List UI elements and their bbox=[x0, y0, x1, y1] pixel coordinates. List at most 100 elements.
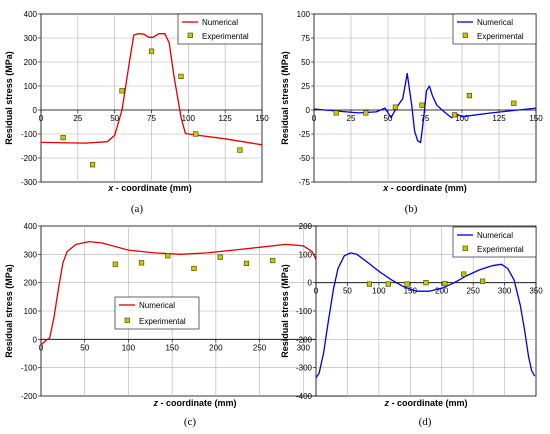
panel-c-experimental-point bbox=[217, 254, 223, 260]
panel-a-ytick-label: -200 bbox=[21, 154, 38, 163]
panel-d-experimental-point bbox=[479, 278, 486, 284]
panel-a-ytick-label: 0 bbox=[33, 106, 38, 115]
panel-d-ytick-label: 0 bbox=[308, 279, 313, 288]
panel-b-xtick-label: 50 bbox=[384, 114, 393, 123]
panel-d-ytick-label: -300 bbox=[296, 364, 313, 373]
panel-b-experimental-point bbox=[451, 112, 458, 118]
panel-b-x-axis-unit: - coordinate (mm) bbox=[388, 183, 467, 193]
panel-d-xtick-label: 0 bbox=[314, 287, 319, 296]
panel-c-experimental-point bbox=[191, 265, 197, 272]
panel-d-x-axis-var: z bbox=[383, 398, 389, 408]
panel-a-xtick-label: 50 bbox=[110, 114, 119, 123]
panel-c-ytick-label: 300 bbox=[24, 250, 38, 259]
panel-d-xtick-label: 150 bbox=[404, 287, 418, 296]
panel-a-x-axis-var: x bbox=[107, 183, 114, 193]
panel-c-ytick-label: -200 bbox=[21, 392, 38, 401]
panel-b-legend bbox=[452, 13, 537, 45]
panel-b-caption: (b) bbox=[405, 203, 418, 215]
panel-b-x-axis-title: x - coordinate (mm) bbox=[382, 183, 467, 193]
panel-a-y-axis-title: Residual stress (MPa) bbox=[4, 51, 14, 145]
panel-a-experimental-point bbox=[119, 88, 125, 94]
panel-b-y-axis-title: Residual stress (MPa) bbox=[280, 51, 290, 145]
panel-c-x-axis-var: z bbox=[152, 398, 158, 408]
panel-d-y-axis-title: Residual stress (MPa) bbox=[280, 264, 290, 358]
panel-b-ytick-label: 25 bbox=[301, 82, 310, 91]
panel-b-experimental-point bbox=[466, 93, 473, 99]
panel-a-xtick-label: 125 bbox=[218, 114, 232, 123]
panel-d-legend-marker-swatch bbox=[462, 245, 468, 251]
panel-a-ytick-label: -100 bbox=[21, 130, 38, 139]
panel-c: -200-10001002003004000501001502002503003… bbox=[4, 222, 354, 428]
panel-b-x-axis-var: x bbox=[382, 183, 389, 193]
panel-d-ytick-label: 100 bbox=[299, 250, 313, 259]
panel-d-experimental-point bbox=[404, 281, 410, 287]
panel-c-xtick-label: 300 bbox=[297, 343, 311, 352]
panel-c-y-axis-title: Residual stress (MPa) bbox=[4, 264, 14, 358]
panel-a-ytick-label: 100 bbox=[24, 82, 38, 91]
panel-b-ytick-label: -50 bbox=[298, 154, 310, 163]
panel-b-legend-numerical: Numerical bbox=[477, 18, 513, 27]
panel-a-experimental-point bbox=[178, 73, 184, 79]
panel-a-numerical-line bbox=[40, 33, 263, 146]
panel-c-experimental-point bbox=[243, 260, 250, 267]
panel-c-xtick-label: 250 bbox=[253, 343, 267, 352]
panel-c-legend-numerical: Numerical bbox=[139, 301, 175, 310]
panel-c-experimental-point bbox=[165, 253, 171, 259]
panel-d-legend-numerical: Numerical bbox=[477, 231, 513, 240]
panel-d-x-axis-unit: - coordinate (mm) bbox=[389, 398, 468, 408]
panel-b-experimental-point bbox=[511, 100, 517, 106]
panel-d-legend bbox=[452, 226, 537, 258]
panel-c-xtick-label: 0 bbox=[39, 343, 44, 352]
panel-a-xtick-label: 75 bbox=[147, 114, 156, 123]
panel-d-xtick-label: 200 bbox=[435, 287, 449, 296]
panel-a-experimental-point bbox=[89, 162, 96, 168]
panel-d: -400 -300 -200 -100 0 100 200 0 50 100 150 200 250 30… bbox=[280, 222, 543, 428]
panel-a-legend-numerical: Numerical bbox=[202, 18, 238, 27]
panel-c-ytick-label: 200 bbox=[24, 279, 38, 288]
panel-b-ytick-label: 75 bbox=[301, 34, 310, 43]
panel-b-xtick-label: 100 bbox=[455, 114, 469, 123]
panel-c-xtick-label: 150 bbox=[165, 343, 179, 352]
panel-a-experimental-point bbox=[193, 131, 199, 137]
panel-b-legend-experimental: Experimental bbox=[477, 32, 524, 41]
panel-a-xtick-label: 0 bbox=[39, 114, 44, 123]
panel-b-ytick-label: -75 bbox=[298, 178, 310, 187]
panel-c-ytick-label: 400 bbox=[24, 222, 38, 231]
panel-c-xtick-label: 50 bbox=[80, 343, 89, 352]
panel-c-experimental-point bbox=[138, 260, 145, 266]
panel-d-experimental-point bbox=[423, 280, 429, 286]
panel-a-legend-experimental: Experimental bbox=[202, 32, 249, 41]
panel-b-ytick-label: 50 bbox=[301, 58, 310, 67]
panel-c-x-axis-unit: - coordinate (mm) bbox=[158, 398, 237, 408]
panel-a-xtick-label: 100 bbox=[182, 114, 196, 123]
panel-a-caption: (a) bbox=[131, 203, 144, 215]
panel-a-experimental-point bbox=[237, 147, 243, 153]
panel-c-x-axis-title: z - coordinate (mm) bbox=[152, 398, 236, 408]
panel-d-ytick-label: -400 bbox=[296, 392, 313, 401]
panel-a-ytick-label: 400 bbox=[24, 10, 38, 19]
panel-a-x-axis-title: x - coordinate (mm) bbox=[107, 183, 192, 193]
panel-c-legend-experimental: Experimental bbox=[139, 317, 186, 326]
panel-a-ytick-label: 200 bbox=[24, 58, 38, 67]
panel-d-experimental-point bbox=[366, 281, 373, 287]
panel-a-xtick-label: 150 bbox=[255, 114, 269, 123]
panel-d-xtick-label: 50 bbox=[343, 287, 352, 296]
panel-b-xtick-label: 0 bbox=[312, 114, 317, 123]
panel-d-xtick-label: 300 bbox=[498, 287, 512, 296]
panel-a-x-axis-unit: - coordinate (mm) bbox=[113, 183, 192, 193]
panel-b-ytick-label: -25 bbox=[298, 130, 310, 139]
panel-a-experimental-point bbox=[148, 48, 155, 54]
panel-b-ytick-label: 0 bbox=[306, 106, 311, 115]
panel-d-ytick-label: 200 bbox=[299, 222, 313, 231]
panel-d-x-axis-title: z - coordinate (mm) bbox=[383, 398, 467, 408]
panel-d-numerical-line bbox=[315, 252, 536, 378]
panel-a-experimental-point bbox=[60, 135, 66, 141]
panel-c-ytick-label: -100 bbox=[21, 364, 38, 373]
panel-a-ytick-label: -300 bbox=[21, 178, 38, 187]
panel-d-ytick-label: -100 bbox=[296, 307, 313, 316]
panel-d-experimental-point bbox=[461, 271, 467, 277]
panel-b-experimental-point bbox=[392, 104, 399, 110]
